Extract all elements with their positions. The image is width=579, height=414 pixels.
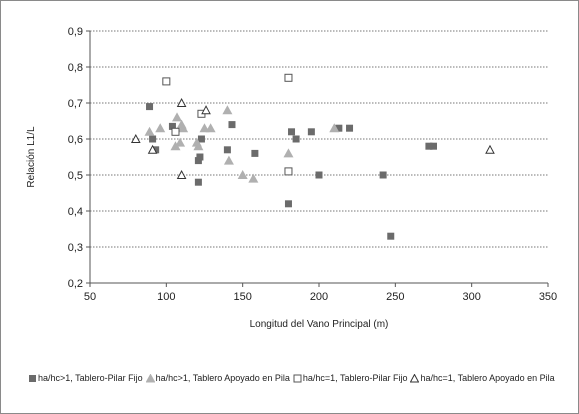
data-point — [283, 148, 294, 158]
data-point — [130, 133, 141, 143]
data-point — [175, 137, 186, 147]
y-tick-label: 0,8 — [68, 62, 83, 74]
legend-marker — [29, 374, 36, 382]
x-axis-title: Longitud del Vano Principal (m) — [250, 319, 389, 330]
y-axis-title: Relación L1/L — [26, 126, 37, 188]
y-tick-label: 0,2 — [68, 278, 83, 290]
legend-label: ha/hc=1, Tablero Apoyado en Pila — [420, 373, 555, 383]
legend-marker-shape — [29, 374, 36, 382]
x-tick-label: 100 — [157, 291, 175, 303]
data-point — [155, 123, 166, 133]
data-point — [152, 146, 160, 154]
data-point — [168, 122, 176, 130]
data-point — [223, 146, 231, 154]
y-tick-labels: 0,2 0,3 0,4 0,5 0,6 0,7 0,8 0,9 — [68, 26, 83, 290]
x-tick-label: 200 — [310, 291, 328, 303]
data-point — [292, 135, 300, 143]
data-point — [387, 232, 395, 240]
data-point — [172, 112, 183, 122]
legend-label: ha/hc=1, Tablero-Pilar Fijo — [302, 373, 408, 383]
data-point — [176, 97, 187, 107]
legend-marker-shape — [410, 373, 420, 382]
data-point — [284, 167, 293, 176]
data-point — [197, 135, 205, 143]
data-point — [284, 73, 293, 82]
legend-item: ha/hc=1, Tablero-Pilar Fijo — [293, 373, 408, 383]
legend-marker-shape — [145, 373, 155, 382]
data-point — [201, 105, 211, 115]
data-point — [222, 105, 233, 115]
data-point — [237, 170, 248, 179]
data-point — [248, 173, 259, 183]
legend-marker — [293, 374, 302, 382]
x-tick-label: 350 — [539, 291, 557, 303]
data-point — [485, 144, 495, 154]
data-point — [379, 171, 387, 179]
axes — [86, 30, 549, 287]
legend-item: ha/hc=1, Tablero Apoyado en Pila — [410, 373, 555, 383]
series-1 — [146, 103, 437, 240]
data-point — [162, 77, 171, 86]
series-2 — [144, 105, 340, 183]
data-point — [149, 135, 157, 143]
data-point — [144, 126, 155, 136]
data-point — [228, 121, 236, 129]
data-point — [146, 103, 154, 111]
x-tick-label: 250 — [386, 291, 404, 303]
x-tick-label: 150 — [233, 291, 251, 303]
data-point — [171, 127, 180, 136]
y-tick-label: 0,6 — [68, 134, 83, 146]
y-tick-label: 0,4 — [68, 206, 83, 218]
plot-area — [90, 31, 548, 283]
data-point — [205, 123, 216, 133]
series-4 — [130, 97, 495, 179]
data-point — [170, 141, 181, 151]
legend-marker — [410, 373, 420, 382]
data-point — [251, 149, 259, 157]
legend-label: ha/hc>1, Tablero-Pilar Fijo — [38, 373, 143, 383]
data-point — [346, 124, 354, 132]
x-tick-label: 300 — [462, 291, 480, 303]
data-points — [130, 73, 495, 240]
legend-marker — [145, 373, 155, 382]
y-tick-label: 0,5 — [68, 170, 83, 182]
y-tick-label: 0,9 — [68, 26, 83, 38]
data-point — [329, 123, 340, 133]
data-point — [307, 128, 315, 136]
x-tick-label: 50 — [84, 291, 96, 303]
data-point — [196, 153, 204, 161]
data-point — [147, 144, 158, 154]
data-point — [194, 157, 202, 165]
y-tick-label: 0,3 — [68, 242, 83, 254]
legend-item: ha/hc>1, Tablero-Pilar Fijo — [28, 373, 143, 383]
data-point — [288, 128, 296, 136]
x-tick-labels: 50 100 150 200 250 300 350 — [84, 291, 557, 303]
data-point — [223, 155, 234, 165]
data-point — [178, 123, 189, 133]
legend-label: ha/hc>1, Tablero Apoyado en Pila — [155, 373, 290, 383]
data-point — [425, 142, 433, 150]
y-tick-label: 0,7 — [68, 98, 83, 110]
data-point — [194, 178, 202, 186]
data-point — [193, 141, 204, 151]
data-point — [430, 142, 437, 150]
data-point — [176, 169, 187, 179]
legend: ha/hc>1, Tablero-Pilar Fijo ha/hc>1, Tabl… — [28, 373, 573, 389]
data-point — [284, 200, 292, 208]
legend-item: ha/hc>1, Tablero Apoyado en Pila — [145, 373, 290, 383]
data-point — [315, 171, 323, 179]
legend-marker-shape — [293, 374, 302, 382]
gridlines — [90, 30, 548, 248]
data-point — [335, 124, 343, 132]
